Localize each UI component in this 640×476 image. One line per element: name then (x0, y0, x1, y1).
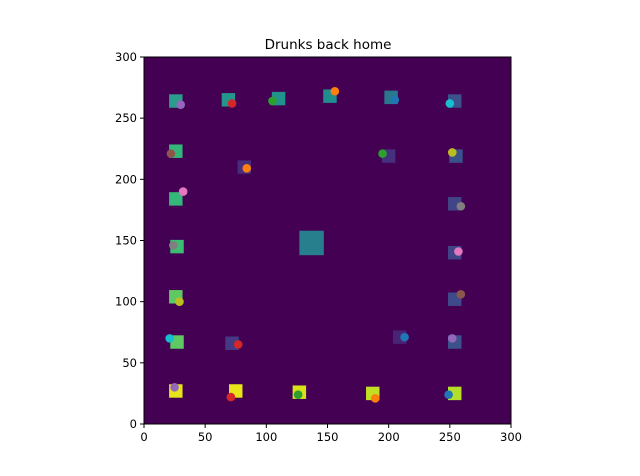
drunk-point (169, 241, 178, 250)
drunk-point (454, 247, 463, 256)
drunk-point (390, 95, 400, 105)
x-tick-label: 100 (255, 430, 277, 444)
drunk-point (378, 149, 387, 158)
x-tick-label: 0 (140, 430, 147, 444)
drunk-point (233, 340, 243, 349)
drunk-point (447, 334, 457, 343)
x-tick-label: 150 (317, 430, 339, 444)
drunk-point (444, 390, 453, 399)
home-marker (169, 192, 183, 206)
y-axis: 0 50 100 150 200 250 300 (115, 50, 144, 431)
x-tick-label: 50 (198, 430, 213, 444)
drunk-point (400, 332, 409, 342)
y-tick-label: 150 (115, 234, 137, 248)
y-tick-label: 50 (122, 356, 137, 370)
drunks-layer (165, 86, 466, 403)
drunk-point (227, 99, 237, 108)
drunk-point (456, 201, 466, 211)
x-axis: 0 50 100 150 200 250 300 (140, 424, 522, 444)
y-tick-label: 300 (115, 50, 137, 64)
y-tick-label: 100 (115, 295, 137, 309)
plot-area (144, 57, 511, 424)
drunk-point (176, 100, 185, 110)
x-tick-label: 200 (378, 430, 400, 444)
drunk-point (370, 394, 380, 403)
y-tick-label: 200 (115, 172, 137, 186)
drunk-point (226, 392, 236, 402)
drunk-point (268, 96, 277, 106)
drunk-point (445, 99, 455, 108)
drunk-point (293, 390, 303, 399)
chart-title: Drunks back home (265, 37, 392, 53)
home-marker (299, 230, 324, 256)
drunk-point (166, 149, 176, 158)
drunk-point (175, 297, 184, 306)
drunk-point (165, 334, 174, 343)
drunk-point (456, 290, 466, 299)
y-tick-label: 250 (115, 111, 137, 125)
x-tick-label: 300 (500, 430, 522, 444)
drunk-point (330, 86, 340, 96)
y-tick-label: 0 (130, 417, 137, 431)
x-tick-label: 250 (439, 430, 461, 444)
drunk-point (242, 164, 252, 173)
drunk-point (178, 187, 188, 196)
drunk-point (170, 383, 179, 392)
drunk-point (447, 148, 457, 157)
